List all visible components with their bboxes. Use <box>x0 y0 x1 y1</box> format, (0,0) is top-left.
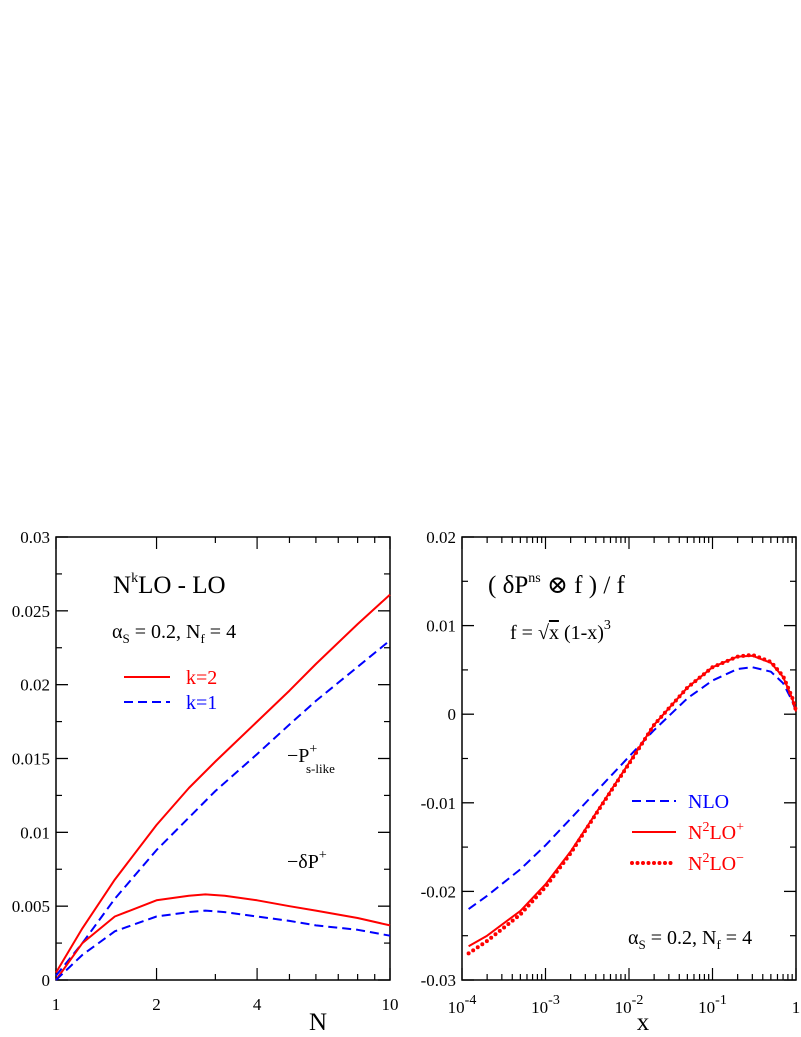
x-axis-label: x <box>637 1009 650 1036</box>
series-line-k-2-ps <box>55 593 391 974</box>
series-line-n2lo- <box>466 652 798 956</box>
series-line-nlo <box>468 666 797 910</box>
x-tick-label: 2 <box>152 995 161 1014</box>
title-base: N <box>113 572 131 599</box>
y-tick-label: -0.02 <box>421 882 456 901</box>
legend: k=2k=1 <box>124 667 217 714</box>
annotation-subscript: s-like <box>306 761 335 776</box>
alpha-value: = 0.2, N <box>130 621 201 643</box>
y-tick-label: 0.02 <box>20 676 50 695</box>
x-axis-label: N <box>309 1009 327 1036</box>
legend-text: NLO <box>688 791 729 813</box>
alpha-value: = 0.2, N <box>646 927 717 949</box>
x-tick-exponent: -2 <box>632 993 644 1008</box>
legend-label: k=2 <box>186 667 217 689</box>
x-tick-exponent: -3 <box>548 993 560 1008</box>
formula-x: x <box>549 622 559 644</box>
x-tick-exponent: -4 <box>465 993 477 1008</box>
params-label: αS = 0.2, Nf = 4 <box>112 621 236 646</box>
annotation-superscript: + <box>309 742 317 757</box>
legend-superscript: 2 <box>702 820 709 835</box>
formula-label: f = √x (1-x)3 <box>510 618 611 644</box>
series-line-k-2-dp <box>55 893 391 981</box>
x-tick-label: 10-3 <box>531 993 560 1017</box>
y-tick-label: 0.01 <box>426 617 456 636</box>
formula-rest: (1-x) <box>559 622 604 644</box>
x-tick-base: 10 <box>531 998 548 1017</box>
legend-label: NLO <box>688 791 729 813</box>
legend-label: k=1 <box>186 692 217 714</box>
title-rest: ⊗ f ) / f <box>541 572 626 599</box>
sqrt-symbol: √ <box>538 622 549 644</box>
legend-label: N2LO− <box>688 851 744 875</box>
x-tick-label: 10-2 <box>615 993 644 1017</box>
alpha-symbol: α <box>628 927 639 949</box>
formula-lhs: f = <box>510 622 538 644</box>
y-tick-label: 0.02 <box>426 528 456 547</box>
alpha-symbol: α <box>112 621 123 643</box>
legend-text: N <box>688 822 702 844</box>
x-tick-label: 10-1 <box>698 993 727 1017</box>
params-label: αS = 0.2, Nf = 4 <box>628 927 752 952</box>
annotation-ps-like: −P+ s-like <box>287 742 335 776</box>
plot-frame <box>461 536 797 981</box>
y-tick-label: 0.025 <box>12 602 50 621</box>
annotation-superscript: + <box>319 848 327 863</box>
formula-exponent: 3 <box>604 618 611 633</box>
title-rest: LO - LO <box>138 572 225 599</box>
y-tick-label: 0.015 <box>12 750 50 769</box>
legend-label: N2LO+ <box>688 820 744 844</box>
title-superscript: ns <box>528 571 540 586</box>
annotation-symbol: −δP <box>287 851 319 873</box>
x-tick-base: 10 <box>448 998 465 1017</box>
legend-superscript: 2 <box>702 851 709 866</box>
legend-text: LO <box>709 853 736 875</box>
x-tick-label: 10-4 <box>448 993 477 1017</box>
x-tick-exponent: -1 <box>715 993 727 1008</box>
annotation-symbol: −P <box>287 745 309 767</box>
series-line-k-1-ps <box>55 639 391 977</box>
nf-value: = 4 <box>721 927 752 949</box>
legend-text: N <box>688 853 702 875</box>
legend-superscript: − <box>736 851 744 866</box>
chart-title: NkLO - LO <box>113 571 226 599</box>
y-tick-label: 0.01 <box>20 823 50 842</box>
y-tick-label: 0 <box>42 971 51 990</box>
nf-subscript: f <box>200 631 205 646</box>
chart-title: ( δPns ⊗ f ) / f <box>488 571 626 599</box>
x-tick-label: 1 <box>52 995 61 1014</box>
x-tick-base: 1 <box>792 998 801 1017</box>
nf-subscript: f <box>716 937 721 952</box>
plot-frame <box>55 536 391 981</box>
alpha-subscript: S <box>122 631 129 646</box>
y-tick-label: 0.005 <box>12 897 50 916</box>
y-tick-label: 0 <box>448 705 457 724</box>
series-line-k-1-dp <box>55 909 391 981</box>
title-open: ( δP <box>488 572 528 599</box>
annotation-delta-p: −δP+ <box>287 848 327 873</box>
x-tick-base: 10 <box>698 998 715 1017</box>
x-tick-label: 1 <box>792 998 801 1017</box>
x-tick-label: 4 <box>253 995 262 1014</box>
nf-value: = 4 <box>205 621 236 643</box>
x-tick-label: 10 <box>382 995 399 1014</box>
alpha-subscript: S <box>638 937 645 952</box>
legend-superscript: + <box>736 820 744 835</box>
legend-text: LO <box>709 822 736 844</box>
title-superscript: k <box>131 571 138 586</box>
y-tick-label: -0.03 <box>421 971 456 990</box>
y-tick-label: -0.01 <box>421 794 456 813</box>
x-tick-base: 10 <box>615 998 632 1017</box>
y-tick-label: 0.03 <box>20 528 50 547</box>
